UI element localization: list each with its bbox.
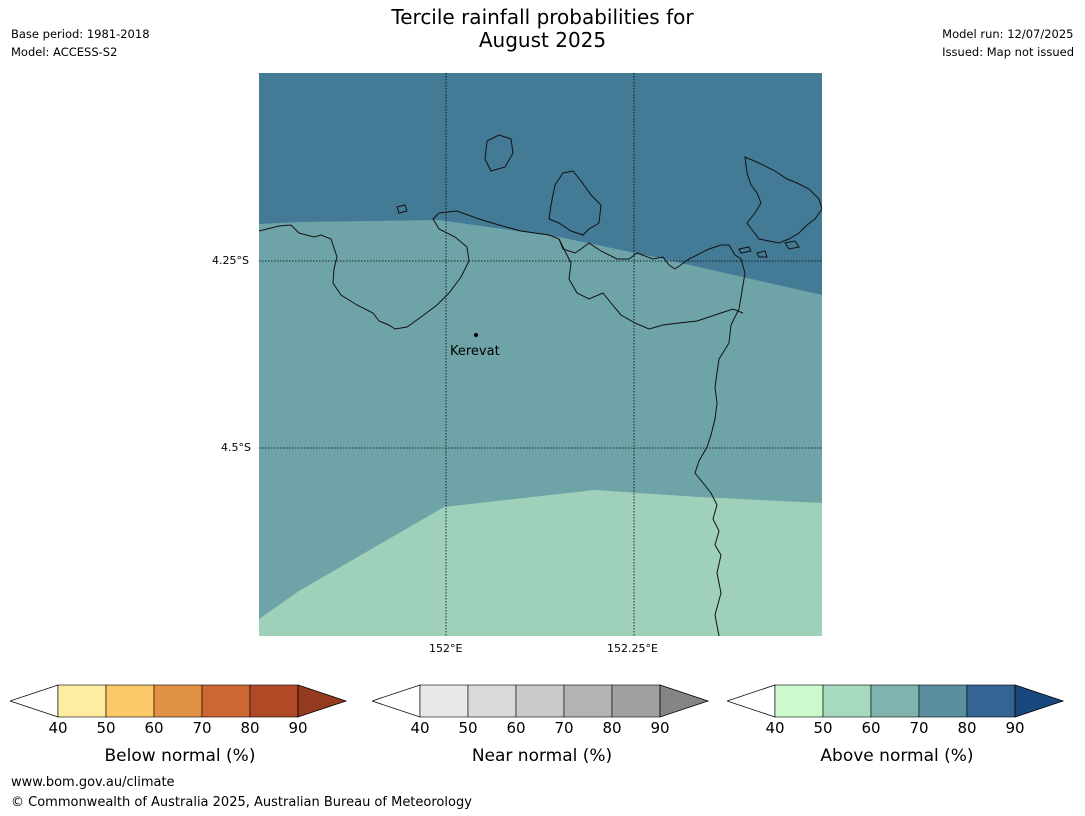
colorbar-over-arrow	[297, 684, 348, 718]
map-title-line2: August 2025	[478, 28, 607, 52]
colorbar-segment	[563, 684, 613, 718]
colorbar-tick-label: 50	[458, 719, 477, 737]
colorbar-segment	[57, 684, 107, 718]
map-title-line1: Tercile rainfall probabilities for	[391, 5, 694, 29]
probability-band-50-60	[259, 490, 822, 636]
colorbar-tick-label: 60	[861, 719, 880, 737]
map-title: Tercile rainfall probabilities for Augus…	[0, 6, 1085, 52]
colorbar-segment	[918, 684, 968, 718]
above-normal-colorbar: 40 50 60 70 80 90 Above normal (%)	[725, 684, 1067, 766]
colorbar-under-arrow	[725, 684, 776, 718]
map-panel: Kerevat	[258, 73, 823, 637]
issued-text: Issued: Map not issued	[942, 45, 1074, 59]
lon-tick-label-152-25: 152.25°E	[607, 642, 658, 655]
lon-tick-label-152: 152°E	[429, 642, 463, 655]
colorbar-tick-label: 60	[144, 719, 163, 737]
colorbar-tick-label: 90	[1005, 719, 1024, 737]
colorbar-segment	[105, 684, 155, 718]
meta-right: Model run: 12/07/2025 Issued: Map not is…	[942, 25, 1074, 61]
colorbar-tick-label: 50	[813, 719, 832, 737]
kerevat-label: Kerevat	[450, 344, 500, 359]
above-normal-label: Above normal (%)	[820, 746, 974, 766]
kerevat-marker	[474, 333, 478, 337]
graticule	[259, 73, 822, 636]
colorbar-under-arrow	[8, 684, 59, 718]
colorbar-tick-label: 50	[96, 719, 115, 737]
below-normal-colorbar: 40 50 60 70 80 90 Below normal (%)	[8, 684, 350, 766]
colorbar-tick-label: 70	[909, 719, 928, 737]
colorbar-segment	[822, 684, 872, 718]
lat-tick-label-4-5: 4.5°S	[221, 441, 251, 454]
model-run-text: Model run: 12/07/2025	[942, 27, 1074, 41]
map-canvas: Kerevat	[258, 73, 823, 637]
colorbar-segment	[774, 684, 824, 718]
below-normal-label: Below normal (%)	[104, 746, 256, 766]
colorbar-tick-label: 80	[957, 719, 976, 737]
coastline	[258, 134, 823, 637]
meta-left: Base period: 1981-2018 Model: ACCESS-S2	[11, 25, 150, 61]
colorbar-segment	[419, 684, 469, 718]
near-normal-colorbar: 40 50 60 70 80 90 Near normal (%)	[370, 684, 712, 766]
near-normal-colorbar-svg: 40 50 60 70 80 90	[370, 684, 710, 737]
colorbar-segment	[153, 684, 203, 718]
lat-tick-label-4-25: 4.25°S	[212, 254, 249, 267]
below-normal-colorbar-svg: 40 50 60 70 80 90	[8, 684, 348, 737]
colorbar-segment	[966, 684, 1016, 718]
colorbar-segment	[611, 684, 661, 718]
colorbar-segment	[201, 684, 251, 718]
colorbar-segment	[467, 684, 517, 718]
colorbar-tick-label: 40	[48, 719, 67, 737]
colorbar-tick-label: 90	[288, 719, 307, 737]
above-normal-colorbar-svg: 40 50 60 70 80 90	[725, 684, 1065, 737]
model-text: Model: ACCESS-S2	[11, 45, 118, 59]
colorbar-over-arrow	[1014, 684, 1065, 718]
colorbar-segment	[515, 684, 565, 718]
colorbar-tick-label: 40	[410, 719, 429, 737]
colorbar-segment	[870, 684, 920, 718]
colorbar-under-arrow	[370, 684, 421, 718]
colorbar-tick-label: 70	[554, 719, 573, 737]
base-period-text: Base period: 1981-2018	[11, 27, 150, 41]
colorbar-tick-label: 60	[506, 719, 525, 737]
near-normal-label: Near normal (%)	[471, 746, 613, 766]
footer-copyright: © Commonwealth of Australia 2025, Austra…	[11, 795, 472, 810]
colorbar-tick-label: 80	[602, 719, 621, 737]
colorbar-over-arrow	[659, 684, 710, 718]
colorbar-tick-label: 70	[192, 719, 211, 737]
colorbar-tick-label: 90	[650, 719, 669, 737]
colorbar-tick-label: 40	[765, 719, 784, 737]
footer-url[interactable]: www.bom.gov.au/climate	[11, 775, 175, 790]
colorbar-tick-label: 80	[240, 719, 259, 737]
colorbar-segment	[249, 684, 299, 718]
